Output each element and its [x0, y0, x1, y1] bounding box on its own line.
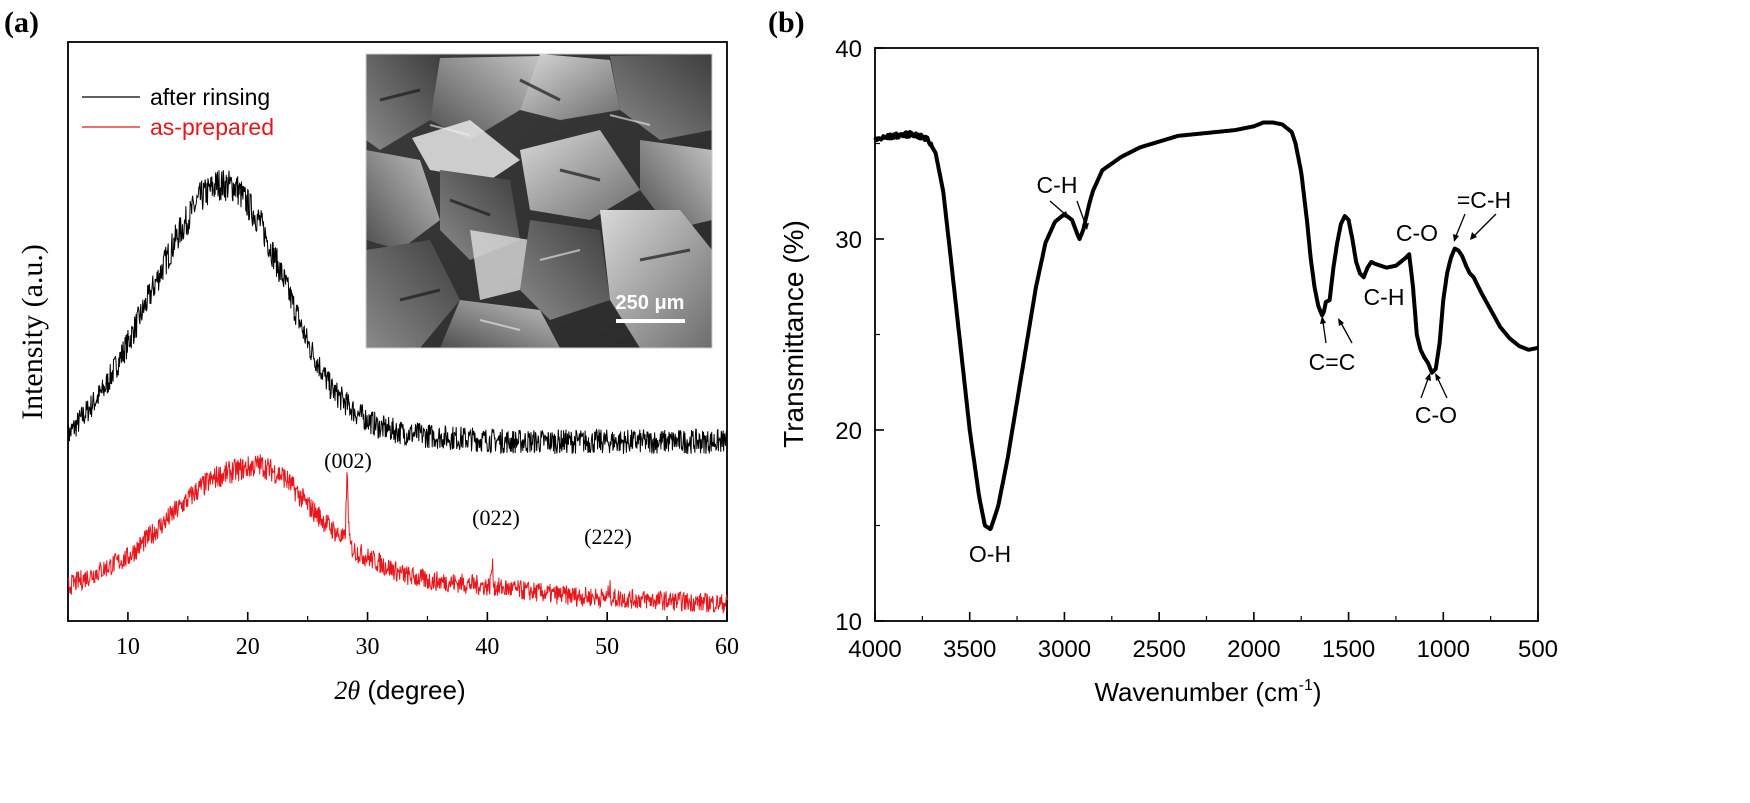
panel-b-xlabel: Wavenumber (cm-1) — [1094, 677, 1321, 707]
panel-a-plot-frame — [67, 41, 728, 622]
x-tick-label-500: 500 — [1518, 636, 1558, 663]
y-tick-label-40: 40 — [835, 36, 862, 63]
series-line-ftir — [873, 120, 1540, 532]
x-tick-label-4000: 4000 — [848, 636, 901, 663]
panel-b-xlabel-close: ) — [1313, 677, 1322, 707]
x-tick-label-3000: 3000 — [1038, 636, 1091, 663]
annotation-c-o-lower: C-O — [1415, 402, 1457, 428]
x-tick-label-1000: 1000 — [1417, 636, 1470, 663]
y-tick-label-20: 20 — [835, 418, 862, 445]
y-tick-label-30: 30 — [835, 227, 862, 254]
x-tick-label-30: 30 — [356, 634, 380, 660]
annotation-o-h: O-H — [969, 541, 1011, 567]
x-tick-label-10: 10 — [116, 634, 140, 660]
panel-a-x-axis: 10 20 30 40 50 60 — [67, 612, 739, 660]
x-tick-label-2000: 2000 — [1227, 636, 1280, 663]
panel-b-y-axis: 10 20 30 40 — [835, 36, 884, 636]
x-tick-label-3500: 3500 — [943, 636, 996, 663]
peak-label-222: (222) — [584, 524, 632, 549]
panel-b-ylabel: Transmittance (%) — [778, 220, 809, 448]
panel-b-label: (b) — [768, 6, 805, 39]
x-tick-label-60: 60 — [715, 634, 739, 660]
x-tick-label-50: 50 — [595, 634, 619, 660]
series-line-as-prepared — [67, 454, 728, 614]
panel-a-xlabel-unit: (degree) — [360, 675, 466, 705]
annotation-eq-c-h: =C-H — [1457, 187, 1511, 213]
panel-b-annotations: O-H C-H C=C C-H C-O C-O =C-H — [969, 172, 1511, 567]
x-tick-label-2500: 2500 — [1132, 636, 1185, 663]
y-tick-label-10: 10 — [835, 609, 862, 636]
annotation-c-o-upper: C-O — [1396, 220, 1438, 246]
sem-inset-image: 250 μm — [365, 53, 713, 349]
panel-a-ylabel: Intensity (a.u.) — [16, 244, 49, 420]
legend-label-as-prepared: as-prepared — [150, 114, 274, 140]
x-tick-label-40: 40 — [475, 634, 499, 660]
peak-label-022: (022) — [472, 505, 520, 530]
panel-b-xlabel-text: Wavenumber (cm — [1094, 677, 1298, 707]
x-tick-label-20: 20 — [236, 634, 260, 660]
scale-bar-label: 250 μm — [616, 292, 685, 314]
panel-b-xlabel-sup: -1 — [1299, 677, 1313, 694]
annotation-c-c: C=C — [1309, 349, 1356, 375]
x-tick-label-1500: 1500 — [1322, 636, 1375, 663]
annotation-c-h-stretch: C-H — [1037, 172, 1078, 198]
panel-a-legend: after rinsing as-prepared — [82, 84, 274, 140]
annotation-c-h-bend: C-H — [1364, 284, 1405, 310]
legend-label-after-rinsing: after rinsing — [150, 84, 270, 110]
panel-b-x-axis: 4000 3500 3000 2500 2000 1500 1000 500 — [848, 612, 1558, 663]
peak-label-002: (002) — [324, 448, 372, 473]
panel-a-xlabel-symbol: 2θ — [334, 676, 360, 705]
series-line-after-rinsing — [67, 170, 728, 455]
panel-a-label: (a) — [4, 6, 39, 39]
panel-a-xlabel: 2θ (degree) — [334, 675, 465, 705]
panel-a-xrd-chart: (a) 10 20 30 40 50 60 after rinsing as-prepar… — [4, 6, 739, 705]
panel-b-ftir-chart: (b) 4000 3500 3000 2500 2000 1500 1000 500 10 20… — [768, 6, 1558, 707]
